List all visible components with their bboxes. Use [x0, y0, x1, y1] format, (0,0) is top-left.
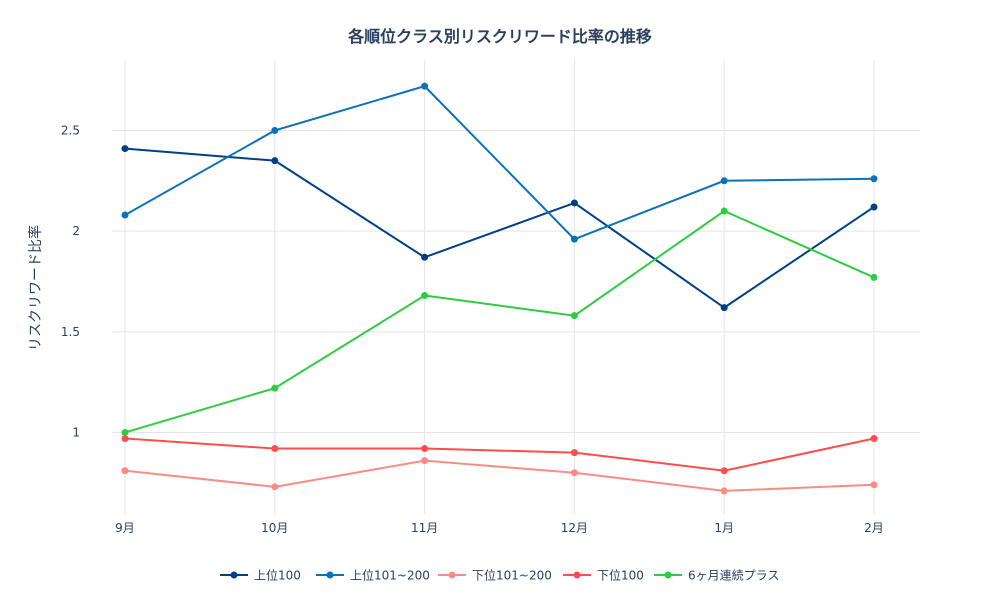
series-line: [124, 459, 875, 492]
y-tick-label: 2.5: [61, 123, 80, 137]
chart-title: 各順位クラス別リスクリワード比率の推移: [347, 27, 652, 46]
data-point: [570, 199, 578, 207]
legend-item[interactable]: 6ヶ月連続プラス: [654, 569, 779, 583]
data-point: [720, 487, 728, 495]
data-point: [870, 481, 878, 489]
data-point: [870, 175, 878, 183]
legend-label: 下位100: [597, 568, 644, 583]
data-point: [271, 126, 279, 134]
data-point: [570, 235, 578, 243]
legend-marker: [448, 571, 456, 579]
data-point: [121, 211, 129, 219]
legend-marker: [664, 571, 672, 579]
data-point: [421, 445, 429, 453]
data-point: [720, 467, 728, 475]
legend-label: 6ヶ月連続プラス: [688, 569, 779, 583]
data-point: [421, 457, 429, 465]
y-tick-label: 1.5: [61, 325, 80, 339]
x-tick-label: 12月: [561, 521, 588, 535]
y-axis-label: リスクリワード比率: [27, 225, 44, 351]
legend-label: 上位100: [254, 568, 301, 583]
y-tick-label: 1: [72, 425, 80, 439]
data-point: [870, 203, 878, 211]
data-point: [271, 384, 279, 392]
data-point: [121, 145, 129, 153]
data-point: [421, 253, 429, 261]
data-point: [421, 82, 429, 90]
y-tick-label: 2: [72, 224, 80, 238]
data-point: [870, 273, 878, 281]
x-tick-label: 11月: [411, 521, 438, 535]
legend-label: 上位101~200: [350, 568, 430, 583]
legend-marker: [573, 571, 581, 579]
data-point: [271, 445, 279, 453]
legend-item[interactable]: 上位101~200: [316, 568, 430, 583]
legend-item[interactable]: 上位100: [220, 568, 301, 583]
data-point: [720, 207, 728, 215]
legend-marker: [326, 571, 334, 579]
data-point: [720, 177, 728, 185]
x-tick-label: 9月: [115, 521, 135, 535]
legend-item[interactable]: 下位100: [563, 568, 644, 583]
data-point: [720, 304, 728, 312]
series-line: [124, 85, 875, 241]
data-point: [570, 469, 578, 477]
x-tick-label: 2月: [864, 521, 884, 535]
data-point: [870, 434, 878, 442]
series-line: [124, 437, 875, 472]
data-point: [570, 312, 578, 320]
data-point: [421, 292, 429, 300]
data-point: [121, 467, 129, 475]
x-tick-label: 10月: [261, 521, 288, 535]
x-tick-label: 1月: [714, 521, 734, 535]
series-line: [124, 147, 875, 309]
legend-label: 下位101~200: [472, 568, 552, 583]
data-point: [121, 428, 129, 436]
legend-marker: [230, 571, 238, 579]
data-point: [121, 434, 129, 442]
legend-item[interactable]: 下位101~200: [438, 568, 552, 583]
series-line: [124, 209, 875, 434]
data-point: [271, 483, 279, 491]
data-point: [271, 157, 279, 165]
data-point: [570, 449, 578, 457]
